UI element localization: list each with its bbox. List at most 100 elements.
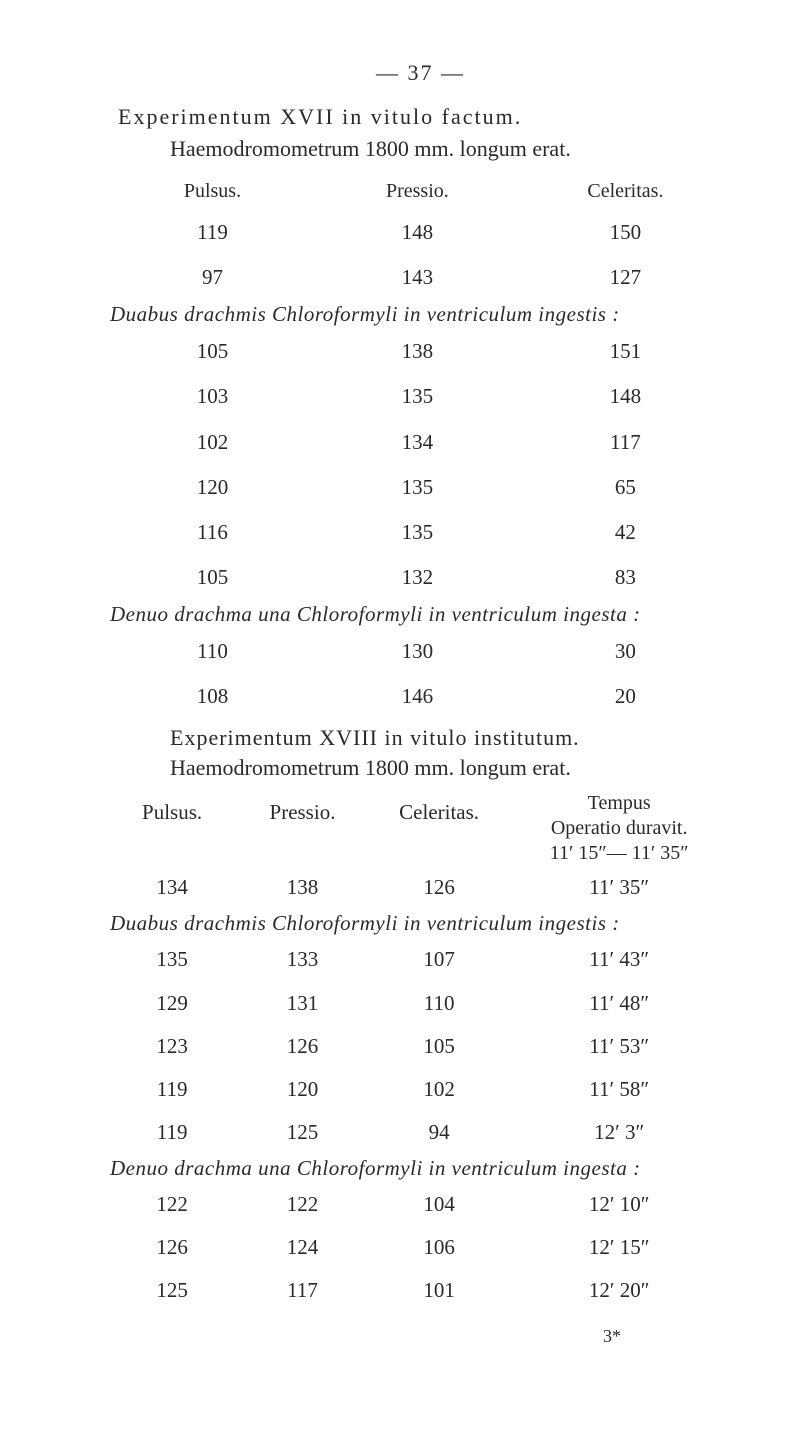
cell: 42 <box>520 510 731 555</box>
experiment-18-subtitle: Haemodromometrum 1800 mm. longum erat. <box>170 755 731 781</box>
cell: 12′ 3″ <box>507 1111 731 1154</box>
cell: 83 <box>520 555 731 600</box>
cell: 135 <box>315 374 520 419</box>
table-row: 126 124 106 12′ 15″ <box>110 1226 731 1269</box>
cell: 116 <box>110 510 315 555</box>
cell: 110 <box>371 982 508 1025</box>
cell: 65 <box>520 465 731 510</box>
header-tempus-line3: 11′ 15″— 11′ 35″ <box>550 841 689 866</box>
cell: 119 <box>110 1068 234 1111</box>
rule-denuo-2: Denuo drachma una Chloroformyli in ventr… <box>110 1156 731 1181</box>
table-row: 105 138 151 <box>110 329 731 374</box>
table-row: 105 132 83 <box>110 555 731 600</box>
cell: 135 <box>315 465 520 510</box>
table-header-4col: Pulsus. Pressio. Celeritas. Tempus Opera… <box>110 791 731 866</box>
header-celeritas: Celeritas. <box>520 172 731 210</box>
cell: 138 <box>315 329 520 374</box>
table-row: 116 135 42 <box>110 510 731 555</box>
table-row: 119 125 94 12′ 3″ <box>110 1111 731 1154</box>
header-tempus: Tempus Operatio duravit. 11′ 15″— 11′ 35… <box>507 791 731 866</box>
cell: 126 <box>110 1226 234 1269</box>
cell: 130 <box>315 629 520 674</box>
cell: 105 <box>110 329 315 374</box>
cell: 120 <box>234 1068 371 1111</box>
cell: 151 <box>520 329 731 374</box>
cell: 135 <box>315 510 520 555</box>
cell: 12′ 20″ <box>507 1269 731 1312</box>
cell: 122 <box>234 1183 371 1226</box>
cell: 12′ 15″ <box>507 1226 731 1269</box>
cell: 127 <box>520 255 731 300</box>
table-row: 135 133 107 11′ 43″ <box>110 938 731 981</box>
cell: 126 <box>234 1025 371 1068</box>
cell: 20 <box>520 674 731 719</box>
cell: 101 <box>371 1269 508 1312</box>
page: — 37 — Experimentum XVII in vitulo factu… <box>0 0 801 1445</box>
experiment-17-subtitle: Haemodromometrum 1800 mm. longum erat. <box>170 136 731 162</box>
header-pressio: Pressio. <box>234 791 371 866</box>
cell: 133 <box>234 938 371 981</box>
cell: 11′ 53″ <box>507 1025 731 1068</box>
cell: 150 <box>520 210 731 255</box>
experiment-17-title: Experimentum XVII in vitulo factum. <box>118 104 731 130</box>
table-row: 110 130 30 <box>110 629 731 674</box>
table-row: 97 143 127 <box>110 255 731 300</box>
cell: 134 <box>110 866 234 909</box>
cell: 143 <box>315 255 520 300</box>
table-row: 108 146 20 <box>110 674 731 719</box>
cell: 138 <box>234 866 371 909</box>
page-number: — 37 — <box>110 60 731 86</box>
cell: 108 <box>110 674 315 719</box>
cell: 11′ 35″ <box>507 866 731 909</box>
table-row: 103 135 148 <box>110 374 731 419</box>
rule-duabus-2: Duabus drachmis Chloroformyli in ventric… <box>110 911 731 936</box>
table-row: 119 120 102 11′ 58″ <box>110 1068 731 1111</box>
cell: 107 <box>371 938 508 981</box>
cell: 119 <box>110 210 315 255</box>
rule-duabus-1: Duabus drachmis Chloroformyli in ventric… <box>110 302 731 327</box>
cell: 129 <box>110 982 234 1025</box>
table-row: 120 135 65 <box>110 465 731 510</box>
cell: 123 <box>110 1025 234 1068</box>
cell: 124 <box>234 1226 371 1269</box>
table-row: 122 122 104 12′ 10″ <box>110 1183 731 1226</box>
table-row: 123 126 105 11′ 53″ <box>110 1025 731 1068</box>
cell: 102 <box>371 1068 508 1111</box>
cell: 105 <box>110 555 315 600</box>
cell: 11′ 48″ <box>507 982 731 1025</box>
header-pulsus: Pulsus. <box>110 791 234 866</box>
cell: 125 <box>234 1111 371 1154</box>
header-tempus-line1: Tempus <box>588 791 651 816</box>
cell: 106 <box>371 1226 508 1269</box>
cell: 120 <box>110 465 315 510</box>
cell: 146 <box>315 674 520 719</box>
cell: 104 <box>371 1183 508 1226</box>
cell: 117 <box>520 420 731 465</box>
cell: 126 <box>371 866 508 909</box>
cell: 117 <box>234 1269 371 1312</box>
cell: 125 <box>110 1269 234 1312</box>
table-row: 119 148 150 <box>110 210 731 255</box>
rule-denuo-1: Denuo drachma una Chloroformyli in ventr… <box>110 602 731 627</box>
header-pressio: Pressio. <box>315 172 520 210</box>
cell: 97 <box>110 255 315 300</box>
cell: 11′ 43″ <box>507 938 731 981</box>
cell: 30 <box>520 629 731 674</box>
cell: 102 <box>110 420 315 465</box>
cell: 105 <box>371 1025 508 1068</box>
experiment-18-title: Experimentum XVIII in vitulo institutum. <box>170 725 731 751</box>
cell: 94 <box>371 1111 508 1154</box>
cell: 12′ 10″ <box>507 1183 731 1226</box>
header-celeritas: Celeritas. <box>371 791 508 866</box>
cell: 132 <box>315 555 520 600</box>
signature-mark: 3* <box>110 1326 731 1347</box>
cell: 148 <box>520 374 731 419</box>
cell: 134 <box>315 420 520 465</box>
cell: 110 <box>110 629 315 674</box>
cell: 103 <box>110 374 315 419</box>
cell: 119 <box>110 1111 234 1154</box>
table-row: 134 138 126 11′ 35″ <box>110 866 731 909</box>
table-header-3col: Pulsus. Pressio. Celeritas. <box>110 172 731 210</box>
cell: 11′ 58″ <box>507 1068 731 1111</box>
cell: 148 <box>315 210 520 255</box>
